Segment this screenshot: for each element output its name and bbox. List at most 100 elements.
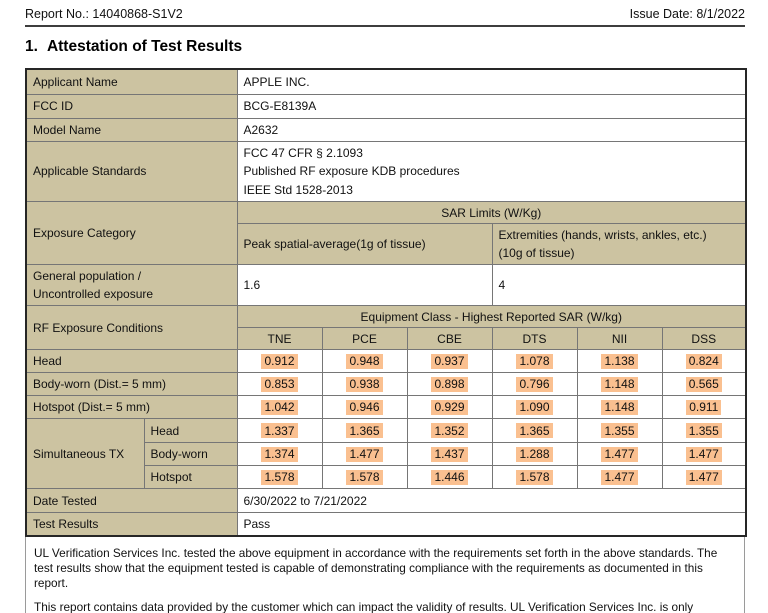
sar-limits-header: SAR Limits (W/Kg): [236, 201, 747, 224]
attestation-statement: UL Verification Services Inc. tested the…: [25, 536, 745, 613]
sar-value: 1.148: [576, 372, 663, 396]
sar-value-highlight: 0.911: [686, 399, 722, 415]
sar-value: 1.365: [491, 418, 578, 443]
row-fcc-id: FCC ID BCG-E8139A: [25, 93, 747, 119]
section-number: 1.: [25, 38, 38, 55]
sar-limit-column-extremities: Extremities (hands, wrists, ankles, etc.…: [491, 223, 747, 265]
row-sar-limits-columns: Peak spatial-average(1g of tissue) Extre…: [26, 223, 747, 265]
date-tested-value: 6/30/2022 to 7/21/2022: [236, 488, 747, 513]
sar-value-highlight: 0.929: [431, 399, 468, 415]
sar-limit-10g-value: 4: [491, 264, 747, 306]
body-worn-label: Body-worn (Dist.= 5 mm): [25, 372, 238, 396]
sar-value: 1.355: [661, 418, 747, 443]
test-results-label: Test Results: [25, 512, 238, 536]
attestation-paragraph-2: This report contains data provided by th…: [34, 599, 694, 613]
sar-value: 0.948: [321, 349, 408, 373]
sar-value: 1.477: [576, 465, 663, 489]
standard-line: IEEE Std 1528-2013: [243, 182, 353, 197]
test-results-value: Pass: [236, 512, 747, 536]
equipment-class-header: Equipment Class - Highest Reported SAR (…: [236, 305, 747, 328]
sar-value-highlight: 1.090: [516, 399, 553, 415]
report-number: Report No.: 14040868-S1V2: [25, 7, 183, 21]
sar-value: 1.042: [236, 395, 323, 419]
sar-value-highlight: 1.288: [516, 446, 553, 462]
fcc-id-label: FCC ID: [25, 93, 238, 119]
row-applicable-standards: Applicable Standards FCC 47 CFR § 2.1093…: [25, 140, 747, 202]
applicable-standards-value: FCC 47 CFR § 2.1093 Published RF exposur…: [236, 140, 747, 202]
row-equipment-class-header: RF Exposure Conditions Equipment Class -…: [25, 305, 747, 350]
sar-value-highlight: 0.946: [346, 399, 383, 415]
sar-value: 0.898: [406, 372, 493, 396]
general-population-label: General population / Uncontrolled exposu…: [25, 264, 238, 306]
hotspot-label: Hotspot (Dist.= 5 mm): [25, 395, 238, 419]
sar-value-highlight: 1.477: [346, 446, 383, 462]
header-rule: [25, 25, 745, 27]
general-population-line: Uncontrolled exposure: [33, 287, 154, 301]
sar-value: 0.912: [236, 349, 323, 373]
model-name-label: Model Name: [25, 117, 238, 142]
sar-value: 0.938: [321, 372, 408, 396]
row-head: Head 0.912 0.948 0.937 1.078 1.138 0.824: [25, 349, 747, 373]
sar-value-highlight: 1.352: [431, 423, 468, 438]
sar-value-highlight: 0.938: [346, 376, 383, 392]
sar-value-highlight: 0.898: [431, 376, 468, 392]
sar-value-highlight: 1.337: [261, 423, 298, 438]
sar-value: 1.578: [321, 465, 408, 489]
sar-value-highlight: 1.578: [346, 469, 383, 485]
sar-value-highlight: 1.042: [261, 399, 298, 415]
simultaneous-body-worn-label: Body-worn: [143, 442, 238, 466]
sar-value: 0.565: [661, 372, 747, 396]
sar-value: 0.796: [491, 372, 578, 396]
row-date-tested: Date Tested 6/30/2022 to 7/21/2022: [25, 488, 747, 513]
report-page: Report No.: 14040868-S1V2 Issue Date: 8/…: [25, 0, 748, 613]
row-general-population: General population / Uncontrolled exposu…: [25, 264, 747, 306]
sar-value: 0.946: [321, 395, 408, 419]
sar-value: 1.578: [236, 465, 323, 489]
standard-line: FCC 47 CFR § 2.1093: [243, 145, 363, 160]
sar-value-highlight: 1.148: [601, 376, 638, 392]
applicant-name-value: APPLE INC.: [236, 68, 747, 95]
sar-limit-column-peak: Peak spatial-average(1g of tissue): [236, 223, 493, 265]
issue-date: Issue Date: 8/1/2022: [629, 7, 745, 21]
sar-value-highlight: 1.477: [685, 469, 722, 485]
sar-value: 1.138: [576, 349, 663, 373]
sar-value: 1.148: [576, 395, 663, 419]
sar-value-highlight: 1.437: [431, 446, 468, 462]
model-name-value: A2632: [236, 117, 747, 142]
extremities-line: Extremities (hands, wrists, ankles, etc.…: [498, 228, 707, 242]
sar-value: 1.437: [406, 442, 493, 466]
sar-value-highlight: 0.565: [685, 376, 722, 392]
simultaneous-hotspot-label: Hotspot: [143, 465, 238, 489]
page-header: Report No.: 14040868-S1V2 Issue Date: 8/…: [25, 0, 745, 21]
sar-value: 1.355: [576, 418, 663, 443]
sar-value-highlight: 1.078: [516, 353, 553, 369]
simultaneous-head-label: Head: [143, 418, 238, 443]
row-simultaneous-hotspot: Hotspot 1.578 1.578 1.446 1.578 1.477 1.…: [26, 465, 747, 489]
sar-value: 1.578: [491, 465, 578, 489]
sar-value: 0.929: [406, 395, 493, 419]
sar-value-highlight: 1.365: [346, 423, 383, 438]
sar-value-highlight: 1.477: [685, 446, 722, 462]
attestation-paragraph-1: UL Verification Services Inc. tested the…: [34, 545, 718, 590]
applicable-standards-label: Applicable Standards: [25, 140, 238, 202]
simultaneous-tx-label: Simultaneous TX: [25, 418, 145, 489]
sar-value-highlight: 1.355: [685, 423, 722, 438]
column-header-tne: TNE: [236, 327, 323, 350]
sar-limit-1g-value: 1.6: [236, 264, 493, 306]
sar-value-highlight: 1.477: [601, 446, 638, 462]
sar-value: 1.090: [491, 395, 578, 419]
sar-value: 1.352: [406, 418, 493, 443]
sar-value: 0.824: [661, 349, 747, 373]
rf-exposure-conditions-label: RF Exposure Conditions: [25, 305, 238, 350]
row-sar-limits-header: Exposure Category SAR Limits (W/Kg): [25, 201, 747, 265]
sar-value: 1.337: [236, 418, 323, 443]
row-hotspot: Hotspot (Dist.= 5 mm) 1.042 0.946 0.929 …: [25, 395, 747, 419]
sar-value-highlight: 1.365: [516, 423, 553, 438]
general-population-line: General population /: [33, 269, 142, 283]
sar-value-highlight: 0.824: [685, 353, 722, 369]
sar-value: 0.911: [661, 395, 747, 419]
row-model-name: Model Name A2632: [25, 117, 747, 142]
head-label: Head: [25, 349, 238, 373]
extremities-line: (10g of tissue): [498, 246, 575, 260]
standard-line: Published RF exposure KDB procedures: [243, 164, 460, 178]
